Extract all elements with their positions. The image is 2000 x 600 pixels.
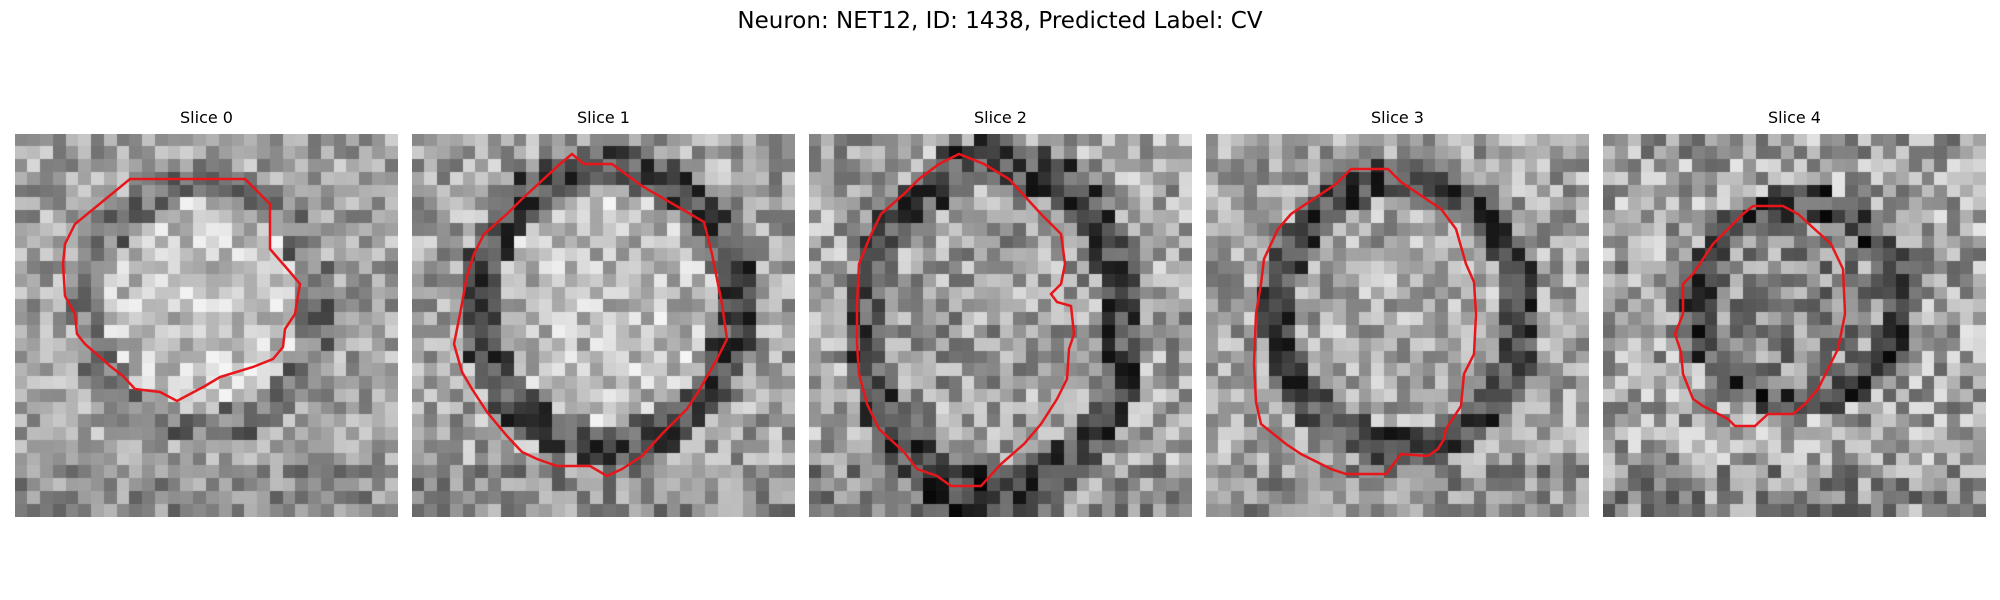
slice-title-1: Slice 1: [577, 108, 630, 127]
slice-panel-1: Slice 1: [412, 108, 795, 518]
figure-title: Neuron: NET12, ID: 1438, Predicted Label…: [737, 8, 1263, 34]
slice-image-0: [15, 134, 398, 517]
slice-image-2: [809, 134, 1192, 517]
slice-panel-3: Slice 3: [1206, 108, 1589, 518]
slice-panel-4: Slice 4: [1603, 108, 1986, 518]
roi-contour-1: [452, 152, 729, 478]
slice-contour-layer-2: [855, 152, 1076, 488]
slice-contour-layer-4: [1673, 204, 1847, 428]
slice-title-4: Slice 4: [1768, 108, 1821, 127]
roi-contour-4: [1673, 204, 1847, 428]
slice-title-2: Slice 2: [974, 108, 1027, 127]
slice-panel-0: Slice 0: [15, 108, 398, 518]
roi-contour-2: [855, 152, 1076, 488]
slice-image-1: [412, 134, 795, 517]
slice-contour-layer-1: [452, 152, 729, 478]
slice-title-0: Slice 0: [180, 108, 233, 127]
slice-contour-layer-3: [1252, 167, 1478, 476]
slice-title-3: Slice 3: [1371, 108, 1424, 127]
slice-image-3: [1206, 134, 1589, 517]
roi-contour-3: [1252, 167, 1478, 476]
roi-contour-0: [61, 177, 302, 403]
slice-contour-layer-0: [61, 177, 302, 403]
slice-panel-2: Slice 2: [809, 108, 1192, 518]
slice-image-4: [1603, 134, 1986, 517]
